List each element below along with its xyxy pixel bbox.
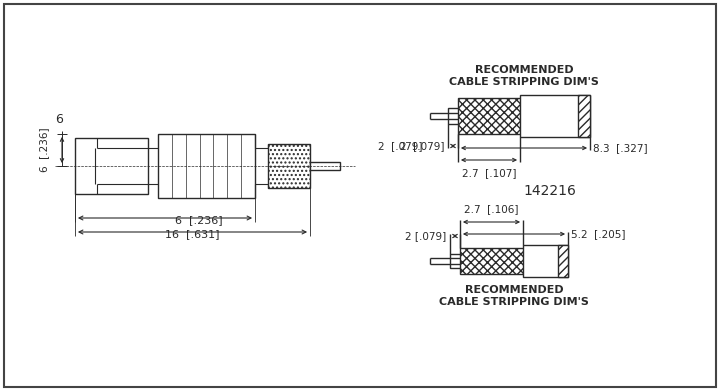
- Bar: [448, 108, 478, 124]
- Bar: [450, 254, 480, 268]
- Bar: [460, 248, 538, 274]
- Text: 8.3  [.327]: 8.3 [.327]: [593, 143, 647, 153]
- Bar: [75, 138, 148, 194]
- Text: 2  [.079]: 2 [.079]: [377, 141, 422, 151]
- Text: 6  [.236]: 6 [.236]: [175, 215, 222, 225]
- Text: 2.7  [.107]: 2.7 [.107]: [462, 168, 516, 178]
- Bar: [520, 95, 590, 137]
- Text: 6: 6: [55, 113, 63, 126]
- Text: RECOMMENDED
CABLE STRIPPING DIM'S: RECOMMENDED CABLE STRIPPING DIM'S: [439, 285, 589, 307]
- Text: 142216: 142216: [523, 184, 577, 198]
- Text: 2.7  [.106]: 2.7 [.106]: [464, 204, 518, 214]
- Bar: [578, 95, 590, 137]
- Text: 5.2  [.205]: 5.2 [.205]: [571, 229, 626, 239]
- Text: 2  [.079]: 2 [.079]: [400, 141, 444, 151]
- Bar: [268, 144, 310, 188]
- Text: 6  [.236]: 6 [.236]: [39, 128, 49, 172]
- Text: 2 [.079]: 2 [.079]: [405, 231, 446, 241]
- Text: RECOMMENDED
CABLE STRIPPING DIM'S: RECOMMENDED CABLE STRIPPING DIM'S: [449, 65, 599, 87]
- Text: 16  [.631]: 16 [.631]: [166, 229, 220, 239]
- Bar: [558, 245, 568, 277]
- Bar: [310, 162, 340, 170]
- Bar: [523, 245, 568, 277]
- Bar: [158, 134, 255, 198]
- Bar: [458, 98, 538, 134]
